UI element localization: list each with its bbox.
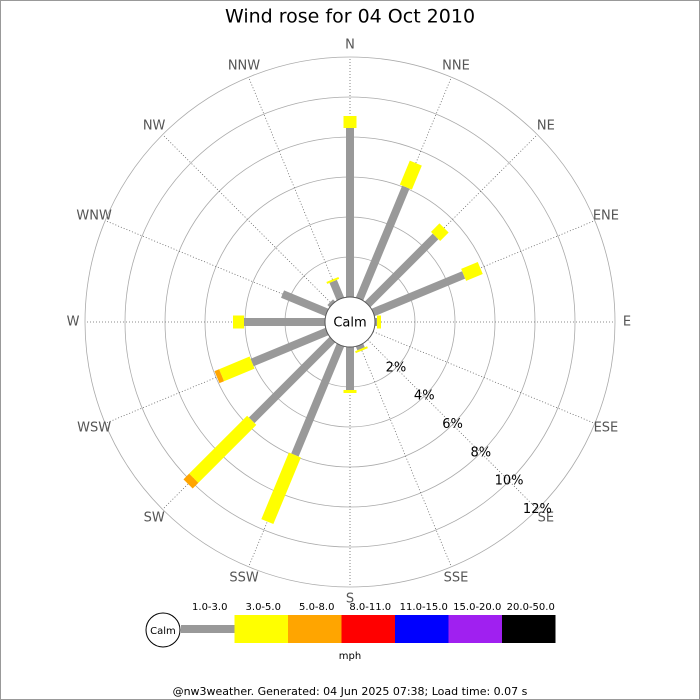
direction-label: SSE bbox=[444, 570, 469, 585]
legend-swatch bbox=[448, 615, 502, 643]
ring-label: 6% bbox=[442, 417, 463, 432]
bar-segment bbox=[430, 223, 449, 242]
direction-label: S bbox=[346, 592, 354, 607]
bar-segment bbox=[326, 277, 340, 284]
legend-label: 11.0-15.0 bbox=[400, 602, 448, 613]
direction-label: NNW bbox=[228, 59, 260, 74]
bar-segment bbox=[399, 160, 422, 190]
spoke bbox=[367, 339, 538, 510]
bars bbox=[183, 116, 483, 525]
bar-segment bbox=[219, 356, 255, 382]
legend: Calm mph 1.0-3.0 3.0-5.0 5.0-8.0 8.0-11.0 11… bbox=[145, 602, 556, 662]
bar-segment bbox=[291, 343, 345, 457]
bar-segment bbox=[355, 343, 365, 351]
bar-segment bbox=[183, 473, 199, 489]
ring-labels: 2% 4% 6% 8%10% 12% bbox=[386, 360, 552, 516]
direction-label: E bbox=[623, 315, 631, 330]
bar-segment bbox=[250, 327, 329, 367]
bar-segment bbox=[355, 346, 368, 354]
bar-segment bbox=[261, 452, 301, 525]
ring-label: 12% bbox=[523, 502, 552, 517]
ring bbox=[124, 96, 576, 548]
ring-label: 10% bbox=[495, 474, 524, 489]
bar-segment bbox=[461, 262, 483, 281]
direction-label: WSW bbox=[77, 421, 111, 436]
legend-label: 3.0-5.0 bbox=[246, 602, 281, 613]
direction-label: SE bbox=[538, 510, 554, 525]
bar-segment bbox=[329, 279, 345, 301]
bar-segment bbox=[214, 369, 225, 384]
spoke bbox=[372, 331, 595, 424]
legend-label: 5.0-8.0 bbox=[299, 602, 334, 613]
legend-label: 1.0-3.0 bbox=[192, 602, 227, 613]
ring-label: 8% bbox=[471, 445, 492, 460]
spoke bbox=[359, 344, 452, 567]
ring bbox=[84, 56, 616, 588]
legend-label: 8.0-11.0 bbox=[349, 602, 391, 613]
direction-label: NW bbox=[143, 119, 166, 134]
ring-label: 4% bbox=[414, 389, 435, 404]
legend-swatch bbox=[341, 615, 395, 643]
direction-label: SW bbox=[144, 510, 165, 525]
direction-label: N bbox=[345, 38, 355, 53]
chart-title: Wind rose for 04 Oct 2010 bbox=[225, 6, 475, 28]
direction-label: W bbox=[67, 315, 80, 330]
direction-label: ENE bbox=[593, 208, 619, 223]
direction-label: WNW bbox=[76, 208, 112, 223]
legend-unit: mph bbox=[339, 651, 361, 662]
legend-swatch bbox=[234, 615, 288, 643]
ring-label: 2% bbox=[386, 360, 407, 375]
bar-segment bbox=[281, 290, 329, 317]
bar-segment bbox=[371, 271, 466, 317]
bar-segment bbox=[364, 233, 439, 308]
calm-label: Calm bbox=[333, 316, 366, 331]
legend-calm-circle bbox=[145, 612, 181, 648]
direction-label: ESE bbox=[594, 421, 619, 436]
direction-label: SSW bbox=[229, 570, 259, 585]
legend-swatch bbox=[502, 615, 556, 643]
legend-label: 15.0-20.0 bbox=[453, 602, 501, 613]
direction-label: NE bbox=[537, 119, 555, 134]
bar-segment bbox=[355, 185, 410, 301]
legend-label: 20.0-50.0 bbox=[507, 602, 555, 613]
calm-circle bbox=[324, 296, 376, 348]
bar-segment bbox=[189, 415, 257, 483]
footer: @nw3weather. Generated: 04 Jun 2025 07:3… bbox=[173, 685, 528, 698]
spoke bbox=[248, 77, 341, 300]
direction-label: NNE bbox=[442, 59, 470, 74]
legend-swatch bbox=[288, 615, 342, 643]
legend-swatch bbox=[395, 615, 449, 643]
spoke bbox=[162, 134, 333, 305]
bar-segment bbox=[248, 336, 336, 424]
legend-calm-label: Calm bbox=[150, 626, 176, 637]
legend-swatch bbox=[181, 625, 235, 633]
